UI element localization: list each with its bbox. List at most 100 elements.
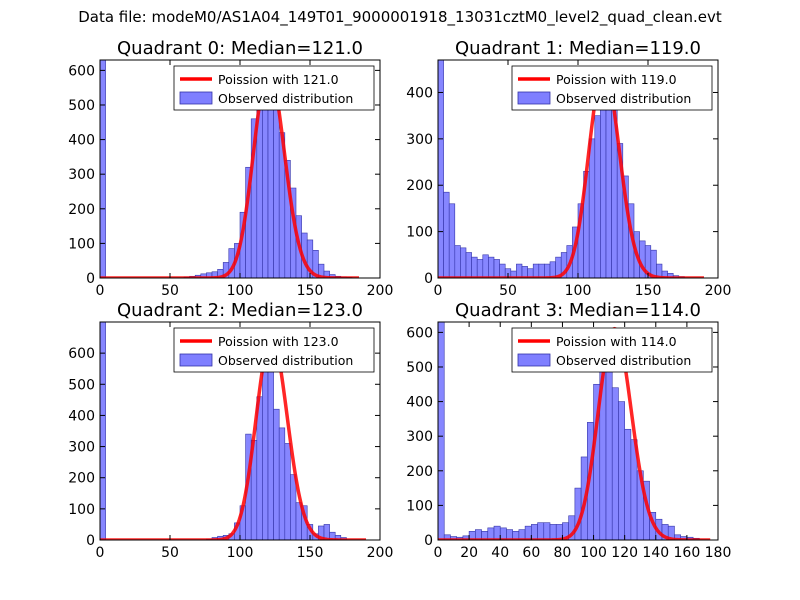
- histogram-bar: [438, 60, 444, 278]
- plot-area: [100, 60, 359, 278]
- x-tick-label: 100: [227, 545, 254, 561]
- histogram-bar: [476, 259, 484, 278]
- histogram-bar: [516, 263, 523, 278]
- legend: Poission with 119.0 Observed distribution: [511, 65, 713, 111]
- y-tick-label: 0: [86, 533, 95, 549]
- histogram-bar: [262, 352, 269, 540]
- histogram-bar: [549, 524, 557, 540]
- poisson-fit-line: [438, 326, 711, 540]
- histogram-bar: [273, 97, 280, 278]
- histogram-bar: [278, 427, 286, 540]
- chart-panel-quadrant-1: 0 50 100 150 200 0 100 200 300 400 Quadrant 1: Med…: [406, 38, 731, 299]
- y-tick-label: 400: [406, 85, 433, 101]
- y-tick-label: 200: [406, 178, 433, 194]
- histogram-bar: [273, 408, 280, 540]
- y-tick-label: 300: [406, 132, 433, 148]
- histogram-bar: [100, 322, 106, 540]
- x-tick-label: 150: [297, 283, 324, 299]
- histogram-bar: [267, 368, 274, 540]
- legend-bars-label: Observed distribution: [556, 91, 691, 106]
- x-tick-label: 120: [611, 545, 638, 561]
- poisson-fit-line: [100, 335, 366, 540]
- y-tick-label: 400: [406, 395, 433, 411]
- y-tick-label: 600: [68, 346, 95, 362]
- histogram-bar: [611, 387, 619, 540]
- legend-bars-label: Observed distribution: [218, 91, 353, 106]
- chart-title: Quadrant 0: Median=121.0: [117, 38, 363, 59]
- poisson-fit-line: [438, 67, 704, 278]
- x-tick-label: 200: [705, 283, 732, 299]
- y-tick-label: 500: [406, 360, 433, 376]
- x-tick-label: 0: [434, 545, 443, 561]
- histogram-bar: [549, 261, 556, 278]
- legend-bars-swatch: [179, 353, 213, 367]
- x-tick-label: 200: [367, 545, 394, 561]
- legend-bars-swatch: [517, 91, 551, 105]
- poisson-fit-line: [100, 68, 359, 278]
- y-tick-label: 400: [68, 133, 95, 149]
- y-tick-label: 0: [424, 533, 433, 549]
- y-tick-label: 300: [68, 440, 95, 456]
- y-tick-label: 100: [406, 498, 433, 514]
- histogram-bar: [532, 263, 540, 278]
- legend-fit-label: Poission with 123.0: [218, 334, 339, 349]
- histogram-bar: [667, 525, 675, 540]
- histogram-bar: [493, 525, 501, 540]
- x-tick-label: 200: [367, 283, 394, 299]
- legend-bars-label: Observed distribution: [218, 353, 353, 368]
- y-tick-label: 100: [68, 236, 95, 252]
- histogram-bar: [537, 522, 545, 540]
- x-tick-label: 100: [227, 283, 254, 299]
- histogram-bar: [618, 401, 625, 540]
- x-tick-label: 60: [522, 545, 540, 561]
- histogram-bar: [605, 96, 612, 278]
- legend-fit-label: Poission with 114.0: [556, 334, 677, 349]
- histogram-bar: [543, 522, 551, 540]
- histogram-bar: [290, 474, 297, 540]
- x-tick-label: 0: [434, 283, 443, 299]
- x-tick-label: 100: [565, 283, 592, 299]
- histogram-bar: [594, 115, 601, 278]
- y-tick-label: 0: [86, 271, 95, 287]
- y-tick-label: 600: [406, 325, 433, 341]
- chart-panel-quadrant-3: 0 20 40 60 80 100 120 140 160 1800100200300400500…: [406, 300, 731, 561]
- x-tick-label: 50: [161, 545, 179, 561]
- y-tick-label: 500: [68, 98, 95, 114]
- y-tick-label: 100: [406, 225, 433, 241]
- histogram-bar: [487, 527, 495, 540]
- histogram-bar: [524, 525, 532, 540]
- x-tick-label: 0: [96, 283, 105, 299]
- histogram-bar: [460, 247, 467, 278]
- legend: Poission with 123.0 Observed distribution: [173, 327, 375, 373]
- histogram-bar: [482, 254, 489, 278]
- histogram-bar: [267, 83, 274, 278]
- histogram-bar: [465, 252, 472, 278]
- histogram-bar: [443, 191, 450, 278]
- x-tick-label: 180: [705, 545, 732, 561]
- legend: Poission with 114.0 Observed distribution: [511, 327, 713, 373]
- y-tick-label: 300: [68, 167, 95, 183]
- y-tick-label: 100: [68, 502, 95, 518]
- y-tick-label: 500: [68, 377, 95, 393]
- x-tick-label: 0: [96, 545, 105, 561]
- chart-title: Quadrant 3: Median=114.0: [455, 300, 701, 321]
- histogram-bar: [262, 104, 269, 278]
- histogram-bar: [493, 259, 500, 278]
- x-tick-label: 80: [554, 545, 572, 561]
- histogram-bar: [588, 138, 596, 278]
- histogram-bar: [624, 428, 632, 540]
- legend-bars-swatch: [179, 91, 213, 105]
- x-tick-label: 100: [580, 545, 607, 561]
- chart-panel-quadrant-2: 0 50 100 150 200 0 100 200 300 400 500 600 Quadrant …: [68, 300, 393, 561]
- x-tick-label: 150: [635, 283, 662, 299]
- y-tick-label: 600: [68, 63, 95, 79]
- histogram-bar: [284, 443, 291, 540]
- legend-fit-label: Poission with 119.0: [556, 72, 677, 87]
- histogram-bar: [531, 524, 538, 540]
- y-tick-label: 200: [68, 471, 95, 487]
- histogram-bar: [471, 256, 478, 278]
- x-tick-label: 50: [499, 283, 517, 299]
- y-tick-label: 400: [68, 408, 95, 424]
- x-tick-label: 40: [491, 545, 509, 561]
